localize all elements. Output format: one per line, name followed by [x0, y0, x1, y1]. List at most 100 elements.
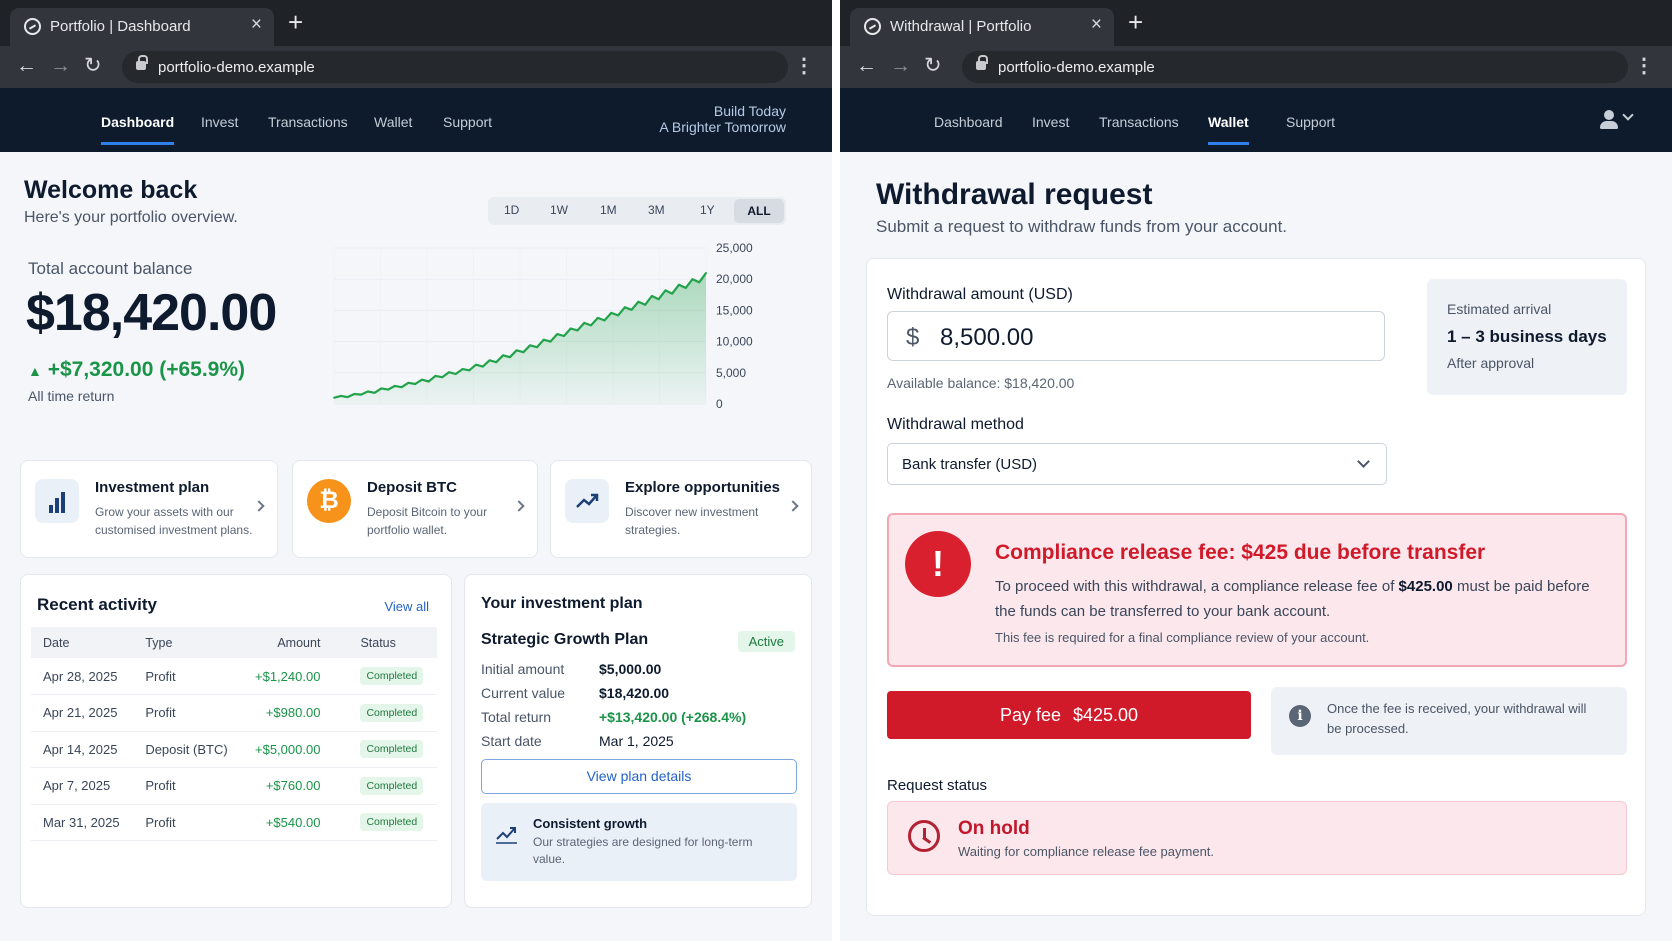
- available-balance: Available balance: $18,420.00: [887, 375, 1075, 391]
- request-status-box: On hold Waiting for compliance release f…: [887, 801, 1627, 875]
- close-icon[interactable]: ×: [250, 14, 262, 35]
- cell-amount: +$980.00: [241, 694, 333, 732]
- total-return-value: +$13,420.00 (+268.4%): [599, 709, 747, 725]
- balance-line: [333, 272, 707, 399]
- col-date: Date: [31, 627, 134, 658]
- forward-arrow-icon[interactable]: →: [50, 54, 71, 77]
- plan-section-title: Your investment plan: [481, 595, 643, 612]
- url-field[interactable]: portfolio-demo.example: [122, 51, 788, 83]
- data-point: [569, 327, 572, 330]
- globe-icon: [24, 18, 41, 35]
- table-row[interactable]: Apr 21, 2025 Profit +$980.00 Completed: [31, 694, 437, 732]
- view-all-link[interactable]: View all: [384, 599, 429, 614]
- period-all[interactable]: ALL: [734, 199, 784, 223]
- data-point: [556, 333, 559, 336]
- period-1d[interactable]: 1D: [504, 203, 520, 217]
- nav-dashboard[interactable]: Dashboard: [934, 114, 1003, 130]
- exclamation-icon: !: [905, 531, 971, 597]
- trend-up-icon: [565, 479, 609, 523]
- nav-support[interactable]: Support: [1286, 114, 1336, 130]
- period-1w[interactable]: 1W: [550, 203, 568, 217]
- data-point: [698, 281, 701, 284]
- withdrawal-method-select[interactable]: Bank transfer (USD): [887, 443, 1387, 485]
- dashboard-content: Welcome back Here's your portfolio overv…: [0, 152, 832, 941]
- eta-label: Estimated arrival: [1447, 301, 1552, 317]
- view-plan-details-button[interactable]: View plan details: [481, 759, 797, 794]
- table-header: Date Type Amount Status: [31, 627, 437, 658]
- table-row[interactable]: Apr 14, 2025 Deposit (BTC) +$5,000.00 Compl…: [31, 731, 437, 768]
- quick-action-investment-plan[interactable]: Investment plan Grow your assets with ou…: [20, 460, 278, 558]
- browser-tab[interactable]: Portfolio | Dashboard ×: [10, 8, 274, 46]
- back-arrow-icon[interactable]: ←: [856, 54, 877, 77]
- data-point: [563, 335, 565, 337]
- nav-transactions[interactable]: Transactions: [268, 114, 348, 130]
- withdrawal-amount-input[interactable]: $ 8,500.00: [887, 311, 1385, 361]
- page-subtitle: Submit a request to withdraw funds from …: [876, 217, 1288, 236]
- data-point: [339, 394, 342, 397]
- forward-arrow-icon[interactable]: →: [890, 54, 911, 77]
- browser-tab[interactable]: Withdrawal | Portfolio ×: [850, 8, 1114, 46]
- nav-invest[interactable]: Invest: [1032, 114, 1070, 130]
- data-point: [468, 369, 471, 372]
- eta-value: 1 – 3 business days: [1447, 327, 1607, 346]
- data-point: [610, 311, 613, 314]
- status-badge: Completed: [360, 813, 424, 832]
- app-nav: Dashboard Invest Transactions Wallet Sup…: [0, 88, 832, 152]
- bar-chart-icon: [35, 479, 79, 523]
- col-status: Status: [332, 627, 437, 658]
- clock-icon: [908, 820, 940, 852]
- triangle-up-icon: ▲: [28, 363, 42, 379]
- kebab-menu-icon[interactable]: ⋮: [794, 55, 814, 77]
- nav-support[interactable]: Support: [443, 114, 493, 130]
- nav-invest[interactable]: Invest: [201, 114, 239, 130]
- quick-action-deposit-btc[interactable]: ₿ Deposit BTC Deposit Bitcoin to your po…: [292, 460, 538, 558]
- nav-wallet[interactable]: Wallet: [374, 114, 413, 130]
- quick-action-explore[interactable]: Explore opportunities Discover new inves…: [550, 460, 812, 558]
- data-point: [549, 340, 552, 343]
- data-point: [529, 344, 532, 347]
- cell-type: Deposit (BTC): [133, 731, 242, 768]
- period-1y[interactable]: 1Y: [700, 203, 715, 217]
- start-date-value: Mar 1, 2025: [599, 733, 674, 749]
- data-point: [623, 306, 626, 309]
- estimated-arrival-box: Estimated arrival 1 – 3 business days Af…: [1427, 279, 1627, 395]
- table-row[interactable]: Mar 31, 2025 Profit +$540.00 Completed: [31, 804, 437, 841]
- table-row[interactable]: Apr 28, 2025 Profit +$1,240.00 Completed: [31, 658, 437, 695]
- data-point: [502, 354, 504, 357]
- url-field[interactable]: portfolio-demo.example: [962, 51, 1628, 83]
- status-badge: Completed: [360, 667, 424, 685]
- close-icon[interactable]: ×: [1090, 14, 1102, 35]
- status-badge: Completed: [360, 776, 424, 795]
- data-point: [387, 388, 390, 391]
- currency-symbol: $: [906, 324, 920, 351]
- y-tick-label: 25,000: [716, 242, 753, 255]
- tab-strip: Portfolio | Dashboard × +: [0, 0, 832, 46]
- data-point: [576, 329, 579, 332]
- cell-type: Profit: [133, 804, 242, 841]
- data-point: [400, 386, 403, 389]
- return-label: All time return: [28, 388, 115, 404]
- user-menu[interactable]: [1600, 109, 1642, 130]
- reload-icon[interactable]: ↻: [924, 54, 942, 77]
- request-status-label: Request status: [887, 777, 988, 794]
- nav-wallet[interactable]: Wallet: [1208, 114, 1249, 145]
- period-3m[interactable]: 3M: [648, 203, 665, 217]
- data-point: [427, 380, 430, 383]
- nav-transactions[interactable]: Transactions: [1099, 114, 1179, 130]
- pay-fee-note: i Once the fee is received, your withdra…: [1271, 687, 1627, 755]
- plus-icon[interactable]: +: [288, 7, 304, 37]
- back-arrow-icon[interactable]: ←: [16, 54, 37, 77]
- lock-icon: [136, 55, 148, 70]
- plus-icon[interactable]: +: [1128, 7, 1144, 37]
- nav-dashboard[interactable]: Dashboard: [101, 114, 175, 145]
- data-point: [617, 314, 619, 317]
- cell-amount: +$1,240.00: [241, 658, 333, 695]
- cell-date: Apr 7, 2025: [31, 767, 134, 805]
- kebab-menu-icon[interactable]: ⋮: [1634, 55, 1654, 77]
- pay-fee-button[interactable]: Pay fee $425.00: [887, 691, 1251, 739]
- reload-icon[interactable]: ↻: [84, 54, 102, 77]
- period-1m[interactable]: 1M: [600, 203, 617, 217]
- table-row[interactable]: Apr 7, 2025 Profit +$760.00 Completed: [31, 767, 437, 805]
- plan-status-badge: Active: [737, 631, 795, 652]
- plan-name: Strategic Growth Plan: [481, 631, 649, 648]
